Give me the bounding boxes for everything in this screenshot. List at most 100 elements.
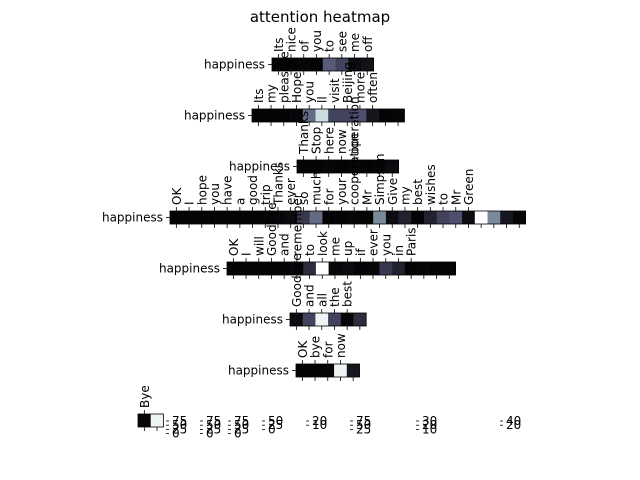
heatmap-cell: [417, 262, 431, 275]
colorbar-tick-label: 0: [268, 422, 276, 436]
heatmap-cell: [347, 211, 361, 224]
heatmap-cell: [290, 313, 303, 326]
colorbar-tick-label: 30: [422, 414, 437, 428]
heatmap-cell: [252, 109, 265, 122]
colorbar-tick-label: 0: [172, 427, 180, 441]
token-label: I: [240, 252, 254, 256]
token-label: hope: [195, 175, 209, 205]
colorbar-tick-label: 50: [234, 418, 249, 432]
token-label: more: [353, 72, 367, 103]
token-label: you: [303, 81, 317, 103]
colorbar-tick-label: 10: [312, 418, 327, 432]
token-label: now: [335, 129, 349, 154]
y-tick-label: happiness: [228, 364, 289, 378]
token-label: wishes: [424, 164, 438, 205]
heatmap-cell: [233, 211, 247, 224]
token-label: now: [334, 333, 348, 358]
token-label: cooperation: [348, 133, 362, 205]
token-label: I: [183, 201, 197, 205]
token-label: Hope: [290, 72, 304, 103]
heatmap-cell: [379, 262, 393, 275]
token-label: up: [341, 241, 355, 256]
token-label: you: [208, 183, 222, 205]
colorbar-tick-label: 25: [172, 422, 187, 436]
heatmap-cell: [315, 313, 329, 326]
colorbar-tick-label: 0: [234, 427, 242, 441]
token-label: Goodbye: [290, 253, 304, 307]
heatmap-cell: [385, 160, 399, 173]
heatmap-cell: [315, 109, 329, 122]
heatmap-cell: [271, 211, 285, 224]
token-label: best: [411, 179, 425, 205]
heatmap-cell: [354, 262, 367, 275]
heatmap-cell: [487, 211, 501, 224]
token-label: Mr: [360, 190, 374, 205]
heatmap-cell: [462, 211, 476, 224]
heatmap-cell: [277, 262, 291, 275]
token-label: Bye: [138, 385, 152, 408]
colorbar-tick-label: 50: [172, 418, 187, 432]
heatmap-rows: happinessItsniceofyoutoseemeoffhappiness…: [102, 27, 527, 431]
heatmap-cell: [310, 58, 324, 71]
token-label: have: [221, 176, 235, 205]
y-tick-label: happiness: [159, 262, 220, 276]
token-label: Thanks: [297, 111, 311, 155]
token-label: all: [315, 293, 329, 307]
heatmap-cell: [335, 160, 349, 173]
colorbar-tick-label: 20: [422, 418, 437, 432]
token-label: a: [233, 198, 247, 205]
heatmap-cell: [360, 58, 374, 71]
heatmap-cell: [322, 160, 336, 173]
heatmap-cell: [335, 211, 349, 224]
heatmap-cell: [272, 58, 285, 71]
token-label: pleasure: [277, 51, 291, 103]
token-label: Goodbye: [265, 202, 279, 256]
token-label: here: [322, 127, 336, 154]
colorbar-tick-label: 40: [506, 414, 521, 428]
heatmap-cell: [309, 211, 323, 224]
colorbar-tick-label: 50: [206, 418, 221, 432]
colorbar-tick-label: 10: [422, 422, 437, 436]
token-label: much: [310, 172, 324, 206]
heatmap-row: happinessOKIwillGoodbyeandremembertolook…: [159, 193, 457, 279]
heatmap-cell: [290, 262, 304, 275]
heatmap-cell: [474, 211, 488, 224]
y-tick-label: happiness: [204, 58, 265, 72]
heatmap-cell: [328, 313, 342, 326]
token-label: me: [348, 33, 362, 52]
token-label: me: [328, 237, 342, 256]
token-label: Give: [386, 178, 400, 205]
heatmap-cell: [239, 262, 253, 275]
colorbar-tick-label: 50: [268, 414, 283, 428]
heatmap-cell: [398, 211, 412, 224]
heatmap-cell: [182, 211, 196, 224]
token-label: off: [361, 36, 375, 52]
heatmap-cell: [360, 211, 374, 224]
heatmap-cell: [303, 262, 317, 275]
heatmap-cell: [284, 211, 298, 224]
token-label: will: [252, 236, 266, 256]
row-frame: [137, 413, 164, 428]
heatmap-cell: [340, 313, 354, 326]
token-label: good: [246, 175, 260, 205]
token-label: and: [278, 233, 292, 256]
heatmap-cell: [297, 160, 310, 173]
heatmap-cell: [170, 211, 183, 224]
heatmap-cell: [220, 211, 234, 224]
heatmap-cell: [442, 262, 456, 275]
heatmap-cell: [246, 211, 260, 224]
heatmap-cell: [297, 211, 310, 224]
heatmap-cell: [391, 109, 405, 122]
heatmap-cell: [424, 211, 437, 224]
colorbar-tick-label: 25: [234, 422, 249, 436]
heatmap-row: happiness OKIhopeyouhaveagoodtripThanksev…: [102, 133, 527, 228]
